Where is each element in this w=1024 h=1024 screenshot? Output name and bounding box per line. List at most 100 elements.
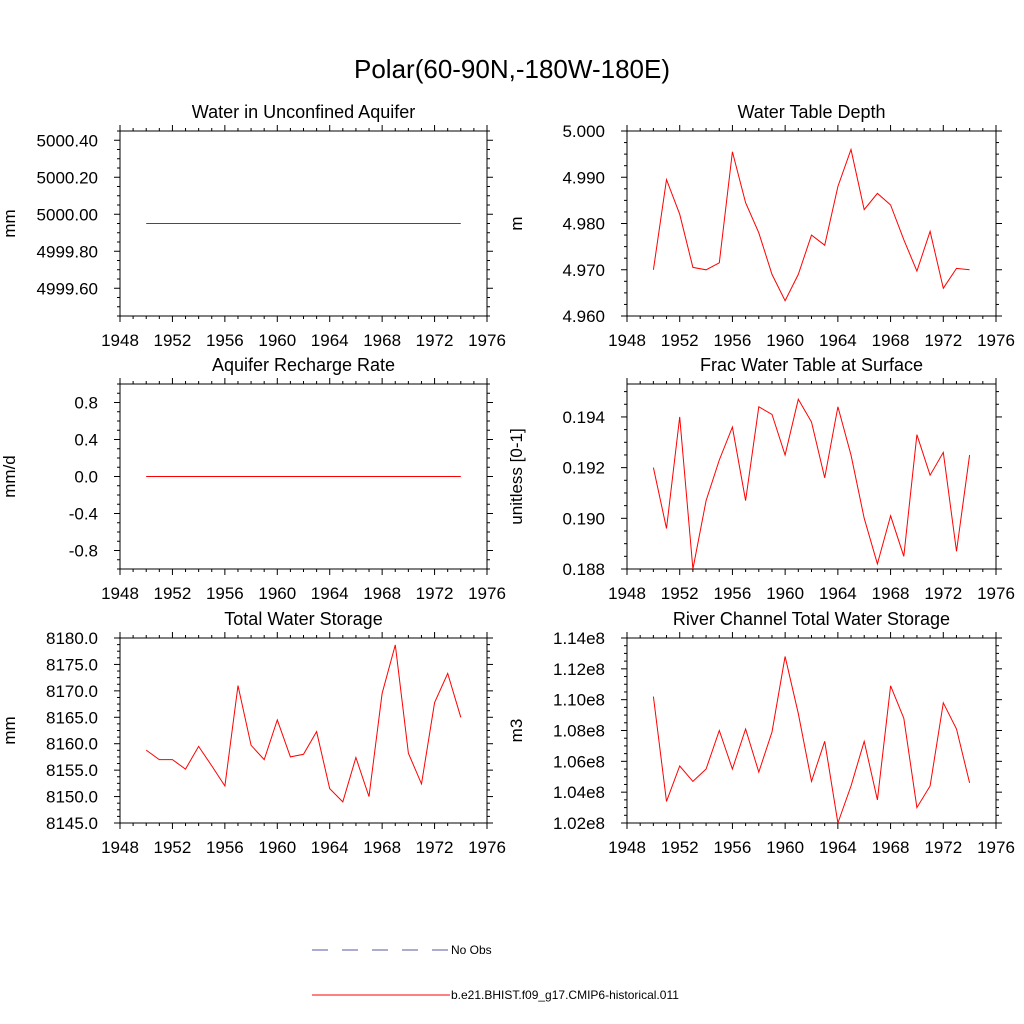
series-line (652, 147, 970, 302)
y-tick-label: 0.4 (74, 431, 98, 450)
y-tick-label: 4.960 (562, 307, 605, 326)
y-tick-label: 8170.0 (46, 682, 98, 701)
y-tick-label: 8175.0 (46, 655, 98, 674)
x-tick-label: 1976 (468, 331, 506, 350)
y-tick-label: 4.980 (562, 215, 605, 234)
y-tick-label: 0.0 (74, 468, 98, 487)
y-axis-label: unitless [0-1] (507, 428, 526, 524)
x-tick-label: 1968 (363, 331, 401, 350)
y-tick-label: 5000.40 (37, 131, 98, 150)
plot-frame (626, 383, 997, 570)
y-tick-label: 0.190 (562, 509, 605, 528)
x-tick-label: 1976 (977, 584, 1015, 603)
panel-title: Water in Unconfined Aquifer (192, 102, 415, 122)
y-tick-label: 5.000 (562, 122, 605, 141)
x-tick-label: 1948 (608, 838, 646, 857)
x-tick-label: 1960 (258, 838, 296, 857)
y-axis-label: m3 (507, 719, 526, 743)
panel-4: Frac Water Table at Surface unitless [0-1… (507, 355, 1015, 603)
y-tick-label: 5000.00 (37, 205, 98, 224)
x-tick-label: 1976 (468, 838, 506, 857)
y-tick-label: 0.8 (74, 394, 98, 413)
x-tick-label: 1960 (766, 838, 804, 857)
x-tick-label: 1952 (661, 331, 699, 350)
x-tick-label: 1972 (416, 331, 454, 350)
y-tick-label: 8160.0 (46, 735, 98, 754)
legend: No Obs b.e21.BHIST.f09_g17.CMIP6-historic… (312, 943, 679, 1002)
x-tick-label: 1948 (101, 584, 139, 603)
x-tick-label: 1964 (819, 838, 857, 857)
x-tick-label: 1976 (977, 838, 1015, 857)
x-tick-label: 1956 (206, 331, 244, 350)
y-tick-label: 4999.60 (37, 279, 98, 298)
x-tick-label: 1964 (311, 584, 349, 603)
panel-title: River Channel Total Water Storage (673, 609, 950, 629)
y-tick-label: 1.10e8 (553, 691, 605, 710)
y-tick-label: 4999.80 (37, 242, 98, 261)
series-line (145, 644, 462, 803)
y-axis-label: mm (0, 716, 19, 744)
panel-2: Water Table Depth m 1948 1952 1956 1960 1964 19… (507, 102, 1015, 350)
x-tick-label: 1956 (714, 331, 752, 350)
panel-3: Aquifer Recharge Rate mm/d 1948 1952 1956 196… (0, 355, 506, 603)
x-tick-label: 1952 (154, 838, 192, 857)
x-tick-label: 1968 (872, 838, 910, 857)
x-tick-label: 1972 (924, 584, 962, 603)
x-tick-label: 1964 (311, 838, 349, 857)
x-tick-label: 1976 (977, 331, 1015, 350)
y-axis-label: mm (0, 209, 19, 237)
x-tick-label: 1968 (363, 584, 401, 603)
y-tick-label: 0.194 (562, 408, 605, 427)
series-line (652, 397, 971, 570)
y-tick-label: 1.06e8 (553, 752, 605, 771)
x-tick-label: 1972 (416, 584, 454, 603)
x-tick-label: 1952 (154, 331, 192, 350)
x-tick-label: 1948 (101, 331, 139, 350)
plot-frame (626, 637, 997, 824)
x-tick-label: 1968 (872, 331, 910, 350)
x-tick-label: 1972 (924, 838, 962, 857)
x-tick-label: 1960 (258, 331, 296, 350)
x-tick-label: 1968 (872, 584, 910, 603)
y-tick-label: 8150.0 (46, 788, 98, 807)
x-tick-label: 1956 (206, 838, 244, 857)
y-tick-label: 8180.0 (46, 629, 98, 648)
x-tick-label: 1964 (819, 331, 857, 350)
y-tick-label: 4.970 (562, 261, 605, 280)
panel-1: Water in Unconfined Aquifer mm 1948 1952 195… (0, 102, 506, 350)
x-tick-label: 1960 (258, 584, 296, 603)
y-tick-label: 1.12e8 (553, 660, 605, 679)
x-tick-label: 1948 (608, 331, 646, 350)
figure-title: Polar(60-90N,-180W-180E) (354, 54, 670, 84)
x-tick-label: 1960 (766, 584, 804, 603)
x-tick-label: 1948 (608, 584, 646, 603)
x-tick-label: 1960 (766, 331, 804, 350)
panel-5: Total Water Storage mm 1948 1952 1956 1960 196… (0, 609, 506, 857)
y-axis-label: m (507, 216, 526, 230)
x-tick-label: 1972 (924, 331, 962, 350)
y-tick-label: -0.4 (69, 505, 98, 524)
y-tick-label: 8155.0 (46, 761, 98, 780)
y-tick-label: 0.192 (562, 459, 605, 478)
x-tick-label: 1968 (363, 838, 401, 857)
x-tick-label: 1952 (661, 584, 699, 603)
series-line (652, 656, 971, 824)
y-tick-label: 8165.0 (46, 708, 98, 727)
y-tick-label: -0.8 (69, 542, 98, 561)
x-tick-label: 1956 (714, 838, 752, 857)
y-tick-label: 1.04e8 (553, 783, 605, 802)
y-tick-label: 1.08e8 (553, 722, 605, 741)
panel-title: Frac Water Table at Surface (700, 355, 923, 375)
x-tick-label: 1956 (206, 584, 244, 603)
y-axis-label: mm/d (0, 455, 19, 498)
y-tick-label: 1.02e8 (553, 814, 605, 833)
x-tick-label: 1952 (154, 584, 192, 603)
x-tick-label: 1976 (468, 584, 506, 603)
plot-frame (119, 637, 488, 824)
x-tick-label: 1972 (416, 838, 454, 857)
y-tick-label: 5000.20 (37, 168, 98, 187)
x-tick-label: 1964 (311, 331, 349, 350)
